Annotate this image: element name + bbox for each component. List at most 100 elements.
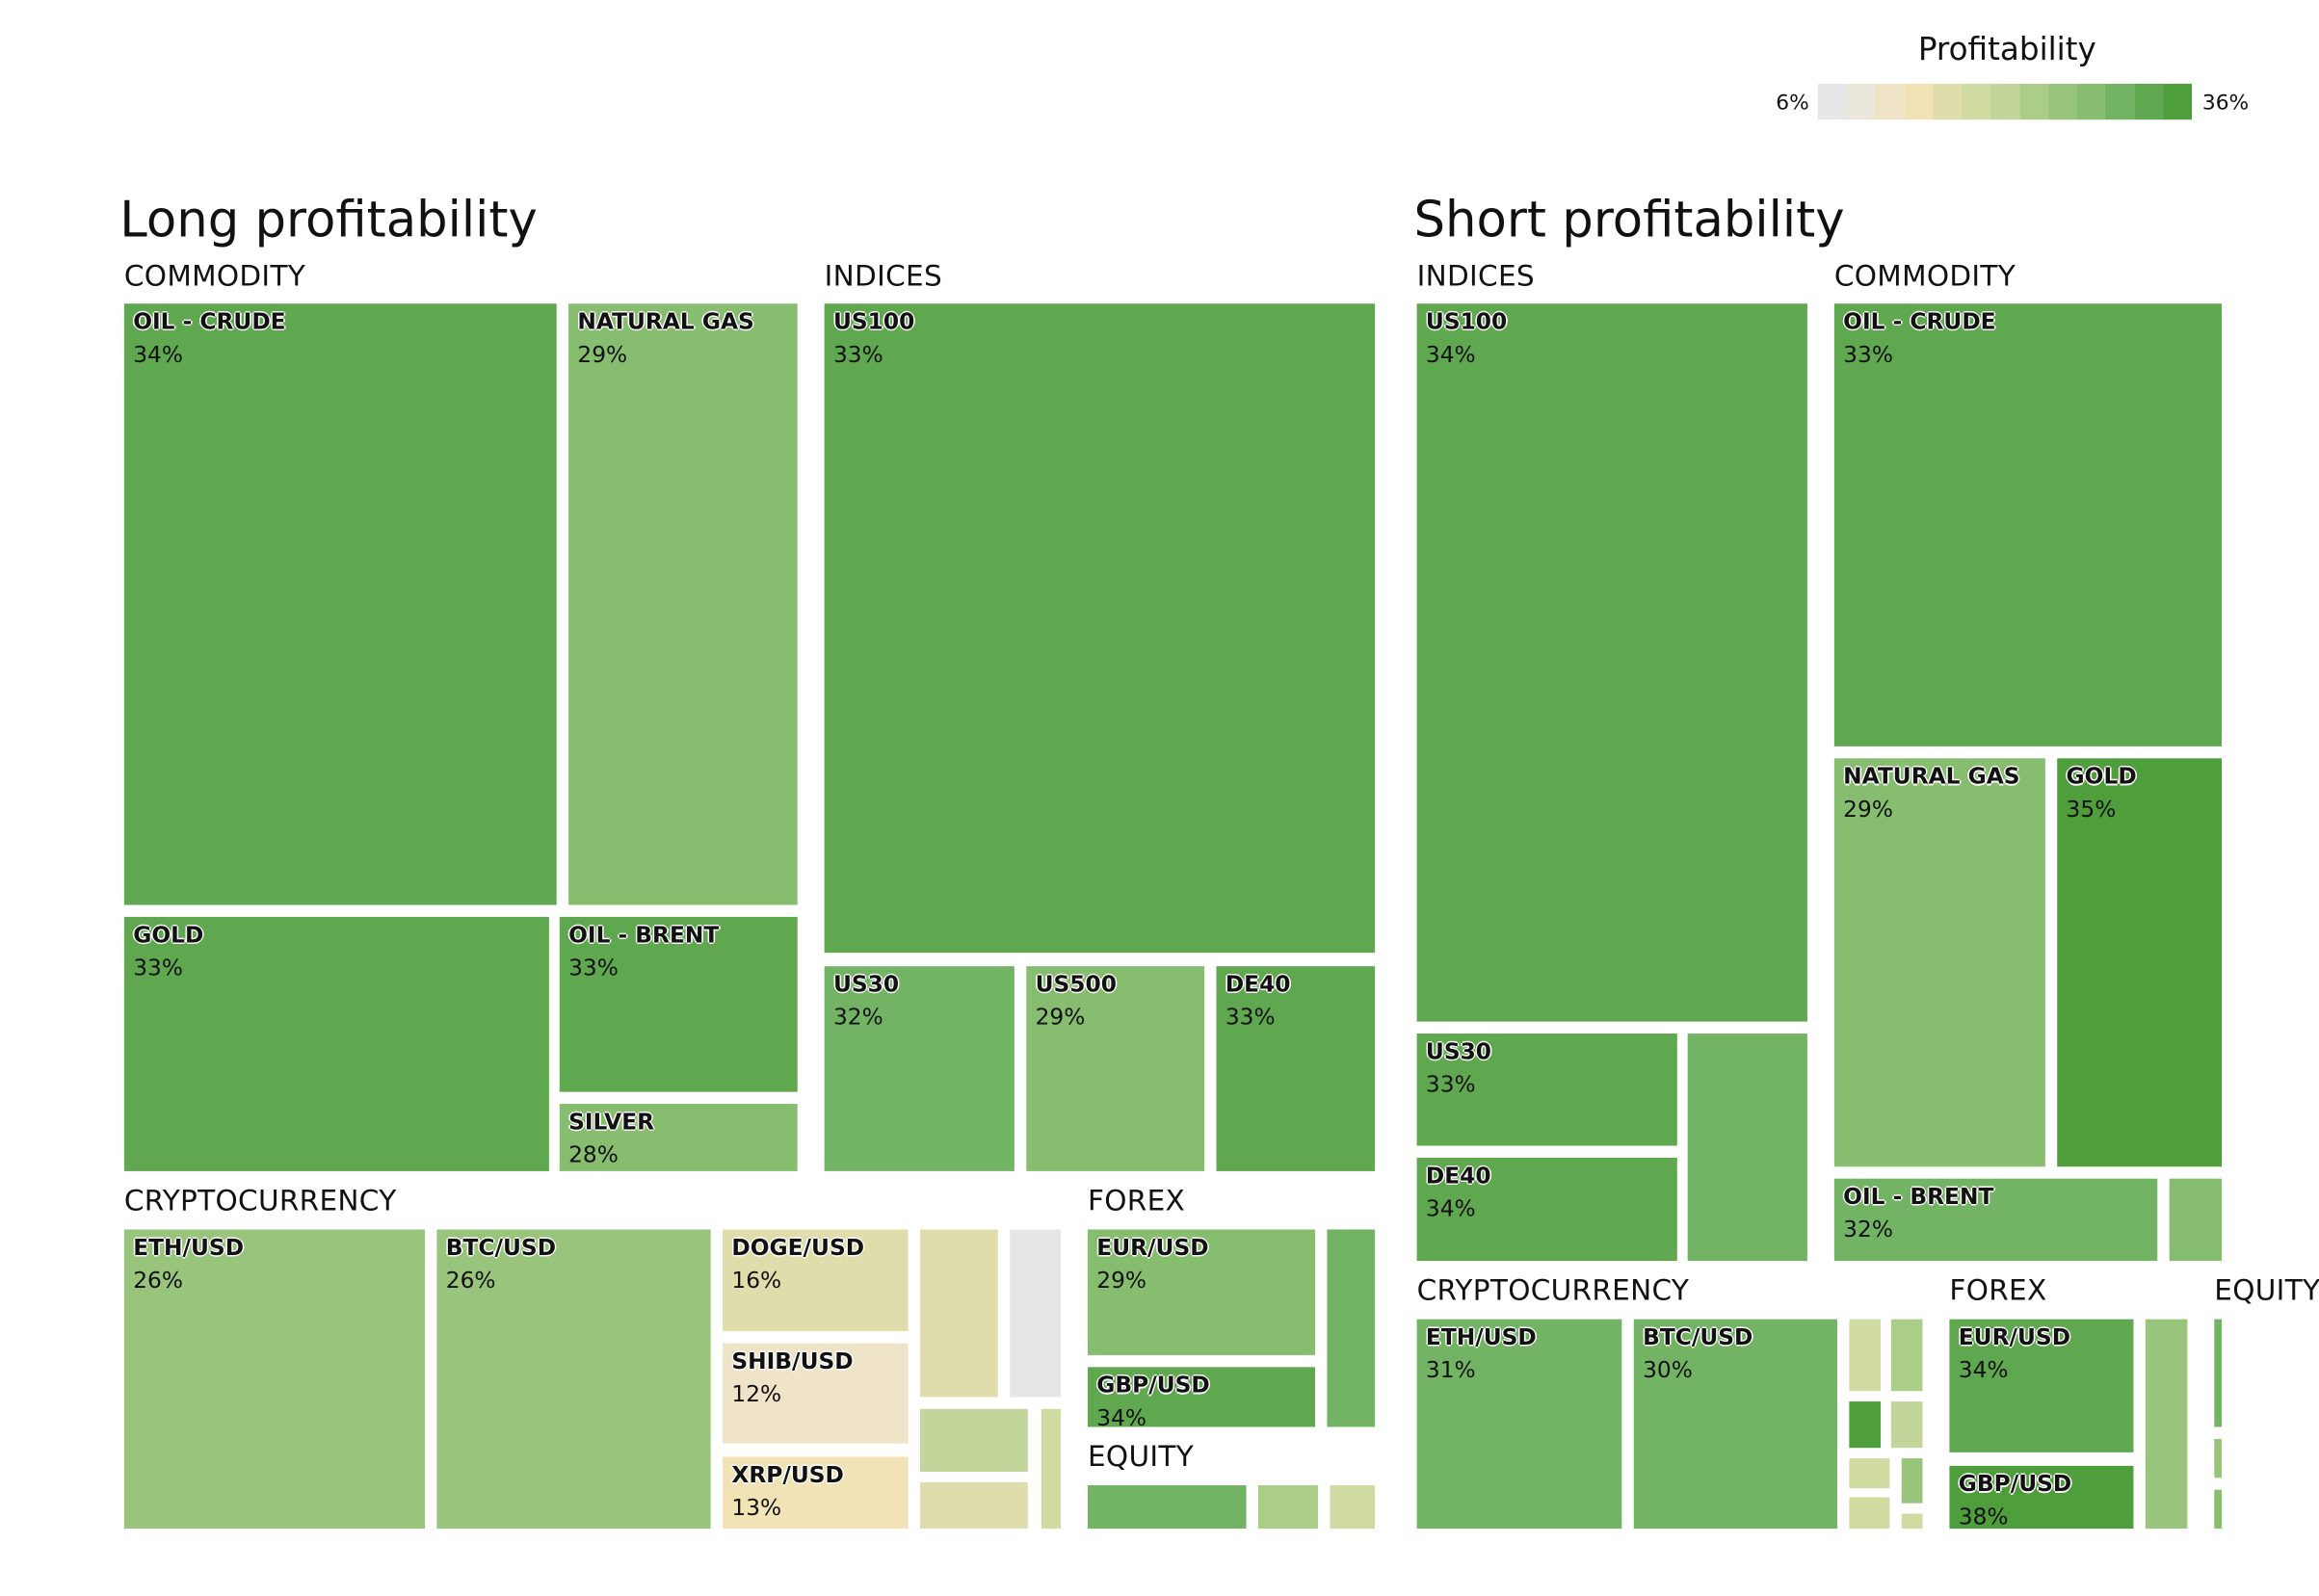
long-tile-silver[interactable]: SILVER 28% [559, 1104, 798, 1171]
long-tile-oil-crude[interactable]: OIL - CRUDE 34% [123, 303, 557, 905]
short-tile-gold[interactable]: GOLD 35% [2057, 758, 2223, 1167]
tile-value: 34% [1096, 1404, 1147, 1427]
short-tile-commodity-unlabeled[interactable] [2169, 1178, 2223, 1262]
short-tile-cryptocurrency-unlabeled[interactable] [1890, 1401, 1923, 1449]
short-tile-cryptocurrency-unlabeled[interactable] [1849, 1458, 1890, 1489]
tile-value: 33% [1425, 1070, 1476, 1098]
tile-label: US30 [832, 970, 900, 998]
tile-value: 33% [568, 954, 619, 981]
long-tile-oil-brent[interactable]: OIL - BRENT 33% [559, 916, 798, 1092]
short-tile-natural-gas[interactable]: NATURAL GAS 29% [1833, 758, 2045, 1167]
short-group-label-commodity: COMMODITY [1833, 260, 2016, 294]
short-tile-eth-usd[interactable]: ETH/USD 31% [1416, 1319, 1622, 1530]
long-tile-gbp-usd[interactable]: GBP/USD 34% [1087, 1367, 1315, 1427]
short-tile-equity-unlabeled[interactable] [2214, 1489, 2223, 1530]
legend-swatch [1904, 83, 1934, 120]
legend-swatch [2018, 83, 2048, 120]
tile-label: GOLD [2066, 762, 2137, 790]
short-tile-indices-unlabeled[interactable] [1687, 1033, 1807, 1262]
tile-label: DE40 [1225, 970, 1291, 998]
tile-value: 13% [731, 1494, 782, 1522]
short-tile-gbp-usd[interactable]: GBP/USD 38% [1949, 1465, 2134, 1530]
tile-value: 33% [832, 341, 883, 369]
long-tile-us30[interactable]: US30 32% [824, 966, 1015, 1171]
short-tile-forex-unlabeled[interactable] [2145, 1319, 2188, 1530]
long-tile-btc-usd[interactable]: BTC/USD 26% [436, 1229, 711, 1530]
tile-value: 38% [1958, 1503, 2009, 1530]
long-tile-cryptocurrency-unlabeled[interactable] [920, 1229, 998, 1398]
short-tile-cryptocurrency-unlabeled[interactable] [1901, 1513, 1923, 1530]
short-tile-cryptocurrency-unlabeled[interactable] [1890, 1319, 1923, 1392]
long-panel-title: Long profitability [119, 190, 538, 249]
short-group-label-equity: EQUITY [2214, 1274, 2319, 1308]
short-tile-cryptocurrency-unlabeled[interactable] [1849, 1401, 1881, 1449]
short-tile-us100[interactable]: US100 34% [1416, 303, 1807, 1022]
tile-label: EUR/USD [1096, 1234, 1209, 1262]
long-tile-doge-usd[interactable]: DOGE/USD 16% [723, 1229, 909, 1332]
short-tile-equity-unlabeled[interactable] [2214, 1438, 2223, 1478]
tile-value: 33% [133, 954, 183, 981]
tile-label: NATURAL GAS [1843, 762, 2020, 790]
short-tile-oil-brent[interactable]: OIL - BRENT 32% [1833, 1178, 2158, 1262]
short-tile-btc-usd[interactable]: BTC/USD 30% [1633, 1319, 1837, 1530]
legend-max-label: 36% [2201, 91, 2250, 116]
legend-swatch [1817, 83, 1847, 120]
tile-value: 29% [1035, 1003, 1086, 1031]
legend-color-scale [1817, 83, 2193, 120]
tile-value: 31% [1425, 1356, 1476, 1384]
short-panel-title: Short profitability [1413, 190, 1845, 249]
short-tile-us30[interactable]: US30 33% [1416, 1033, 1677, 1146]
long-tile-shib-usd[interactable]: SHIB/USD 12% [723, 1343, 909, 1444]
short-tile-equity-unlabeled[interactable] [2214, 1319, 2223, 1427]
long-group-label-commodity: COMMODITY [123, 260, 306, 294]
long-tile-cryptocurrency-unlabeled[interactable] [920, 1408, 1028, 1473]
long-tile-forex-unlabeled[interactable] [1327, 1229, 1376, 1427]
legend-swatch [2134, 83, 2164, 120]
long-tile-eur-usd[interactable]: EUR/USD 29% [1087, 1229, 1315, 1355]
short-tile-cryptocurrency-unlabeled[interactable] [1901, 1458, 1923, 1504]
long-tile-cryptocurrency-unlabeled[interactable] [1041, 1408, 1062, 1530]
tile-label: US30 [1425, 1037, 1492, 1065]
legend-swatch [1846, 83, 1876, 120]
short-tile-cryptocurrency-unlabeled[interactable] [1849, 1319, 1881, 1392]
short-group-label-forex: FOREX [1949, 1274, 2047, 1308]
long-tile-xrp-usd[interactable]: XRP/USD 13% [723, 1456, 909, 1530]
tile-value: 12% [731, 1380, 782, 1408]
long-tile-de40[interactable]: DE40 33% [1216, 966, 1376, 1171]
legend-title: Profitability [1917, 31, 2096, 67]
tile-value: 29% [577, 341, 628, 369]
short-tile-eur-usd[interactable]: EUR/USD 34% [1949, 1319, 2134, 1452]
long-tile-natural-gas[interactable]: NATURAL GAS 29% [568, 303, 798, 905]
tile-value: 32% [1843, 1216, 1893, 1243]
legend-swatch [1875, 83, 1905, 120]
long-tile-equity-unlabeled[interactable] [1330, 1485, 1376, 1530]
long-tile-gold[interactable]: GOLD 33% [123, 916, 549, 1171]
long-tile-us500[interactable]: US500 29% [1026, 966, 1205, 1171]
long-tile-equity-unlabeled[interactable] [1087, 1485, 1247, 1530]
tile-value: 32% [832, 1003, 883, 1031]
tile-label: US100 [1425, 307, 1508, 335]
tile-label: GOLD [133, 921, 204, 949]
tile-label: EUR/USD [1958, 1323, 2071, 1351]
long-tile-cryptocurrency-unlabeled[interactable] [920, 1481, 1028, 1530]
long-tile-us100[interactable]: US100 33% [824, 303, 1376, 954]
legend-swatch [1990, 83, 2019, 120]
long-tile-eth-usd[interactable]: ETH/USD 26% [123, 1229, 426, 1530]
tile-label: SILVER [568, 1108, 655, 1136]
short-tile-cryptocurrency-unlabeled[interactable] [1849, 1497, 1890, 1530]
tile-label: NATURAL GAS [577, 307, 754, 335]
legend-min-label: 6% [1776, 91, 1809, 116]
short-tile-de40[interactable]: DE40 34% [1416, 1157, 1677, 1262]
tile-label: DE40 [1425, 1162, 1491, 1190]
tile-value: 35% [2066, 796, 2117, 824]
short-tile-oil-crude[interactable]: OIL - CRUDE 33% [1833, 303, 2223, 746]
long-tile-equity-unlabeled[interactable] [1257, 1485, 1319, 1530]
tile-value: 28% [568, 1140, 619, 1168]
tile-value: 26% [445, 1267, 496, 1295]
long-tile-cryptocurrency-unlabeled[interactable] [1010, 1229, 1062, 1398]
tile-value: 34% [1958, 1356, 2009, 1384]
tile-label: US500 [1035, 970, 1117, 998]
tile-value: 34% [1425, 1194, 1476, 1222]
legend-swatch [2076, 83, 2106, 120]
tile-label: OIL - CRUDE [1843, 307, 1996, 335]
